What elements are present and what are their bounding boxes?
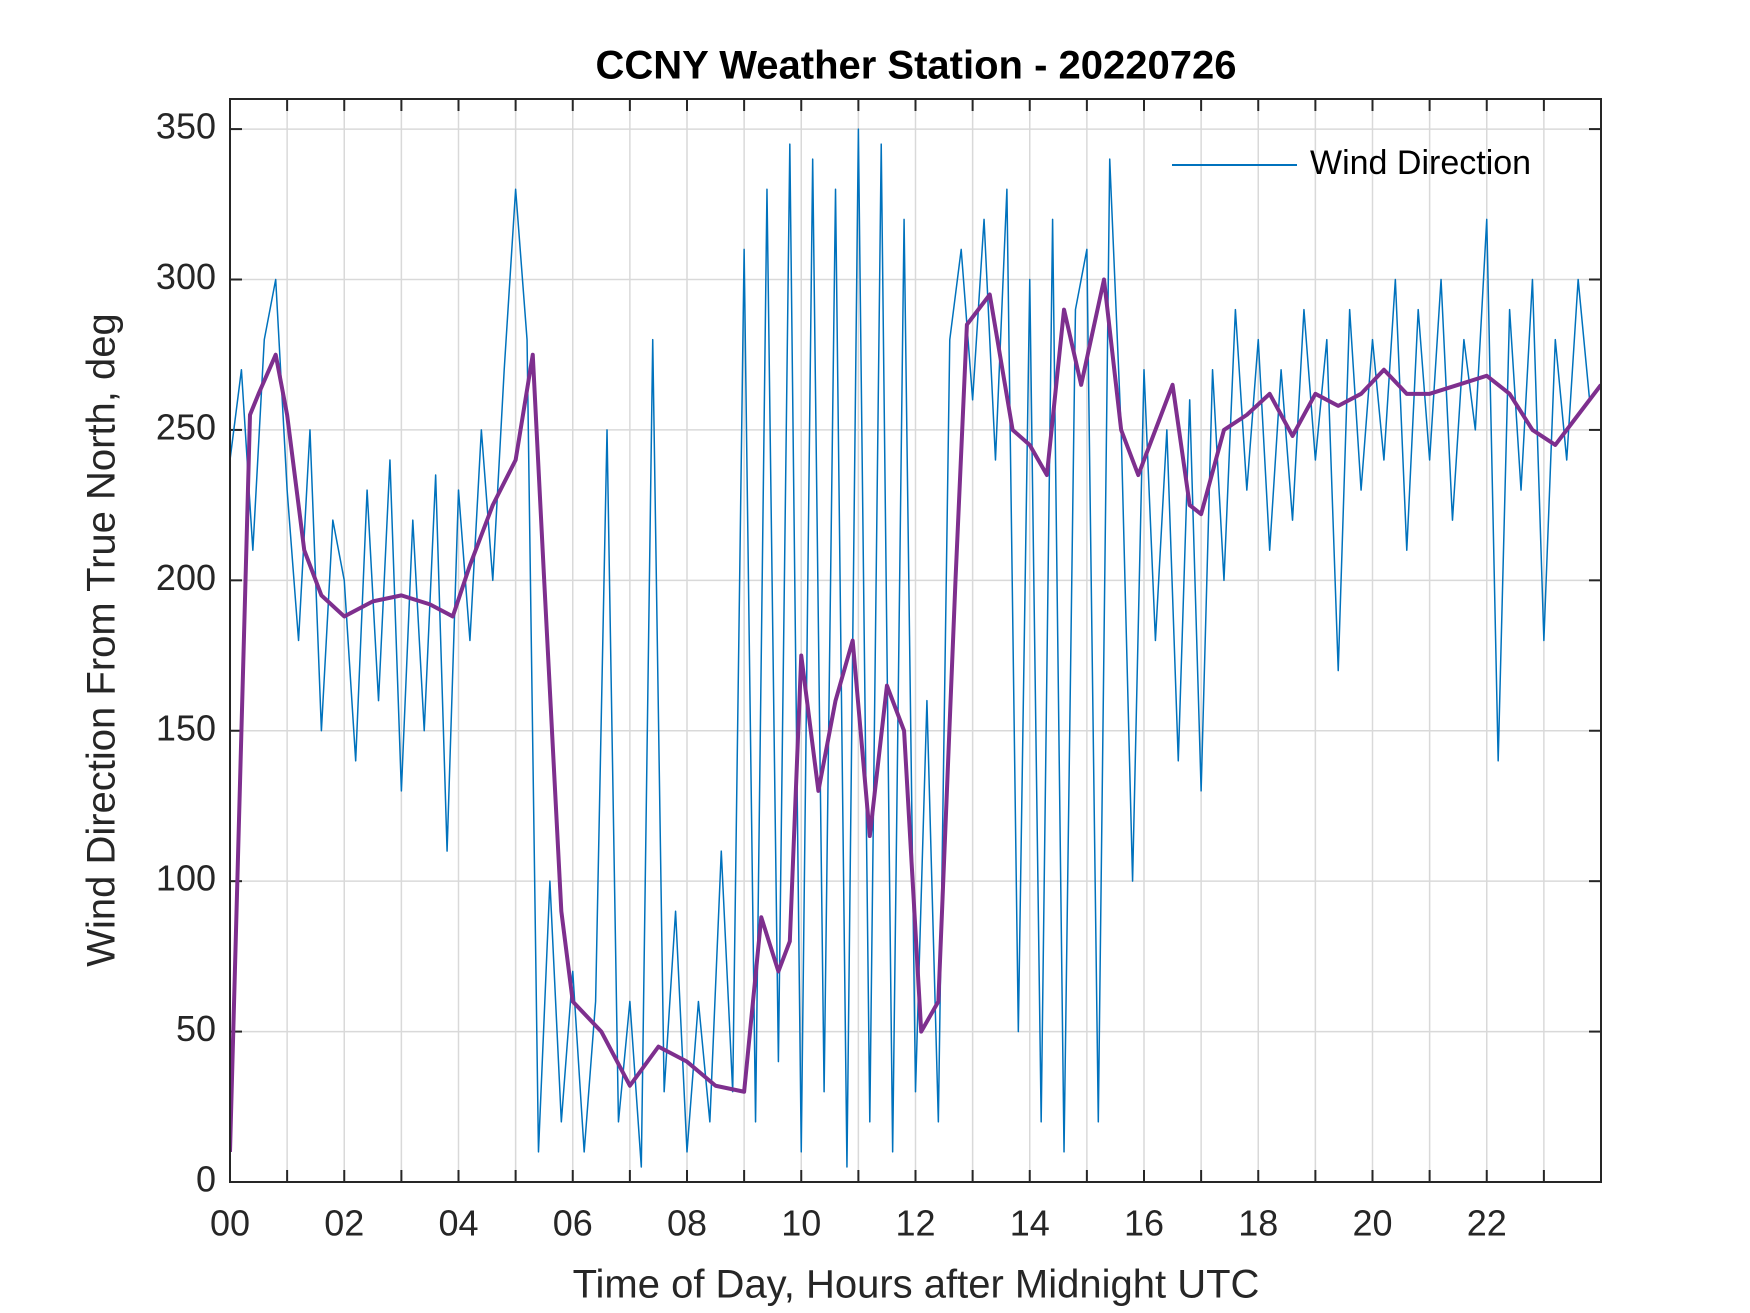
plot-frame — [229, 98, 1602, 1183]
y-tick-label: 100 — [156, 858, 216, 899]
x-tick-label: 06 — [553, 1203, 593, 1244]
legend-label: Wind Direction — [1310, 144, 1531, 182]
x-tick-label: 22 — [1467, 1203, 1507, 1244]
data-line — [230, 128, 1591, 1168]
y-tick-label: 0 — [196, 1159, 216, 1200]
x-axis-label: Time of Day, Hours after Midnight UTC — [573, 1263, 1260, 1307]
y-axis-label: Wind Direction From True North, deg — [80, 313, 124, 967]
x-tick-label: 20 — [1352, 1203, 1392, 1244]
x-tick-label: 04 — [438, 1203, 478, 1244]
y-tick-label: 350 — [156, 106, 216, 147]
x-tick-label: 16 — [1124, 1203, 1164, 1244]
y-tick-label: 250 — [156, 406, 216, 447]
x-tick-label: 18 — [1238, 1203, 1278, 1244]
y-tick-label: 50 — [176, 1008, 216, 1049]
x-tick-label: 14 — [1010, 1203, 1050, 1244]
x-tick-label: 02 — [324, 1203, 364, 1244]
y-tick-label: 200 — [156, 557, 216, 598]
x-tick-label: 08 — [667, 1203, 707, 1244]
data-line — [230, 277, 1601, 1152]
chart-title: CCNY Weather Station - 20220726 — [596, 44, 1237, 88]
x-tick-label: 12 — [895, 1203, 935, 1244]
x-tick-label: 10 — [781, 1203, 821, 1244]
y-tick-label: 300 — [156, 256, 216, 297]
x-tick-label: 00 — [210, 1203, 250, 1244]
y-tick-label: 150 — [156, 707, 216, 748]
